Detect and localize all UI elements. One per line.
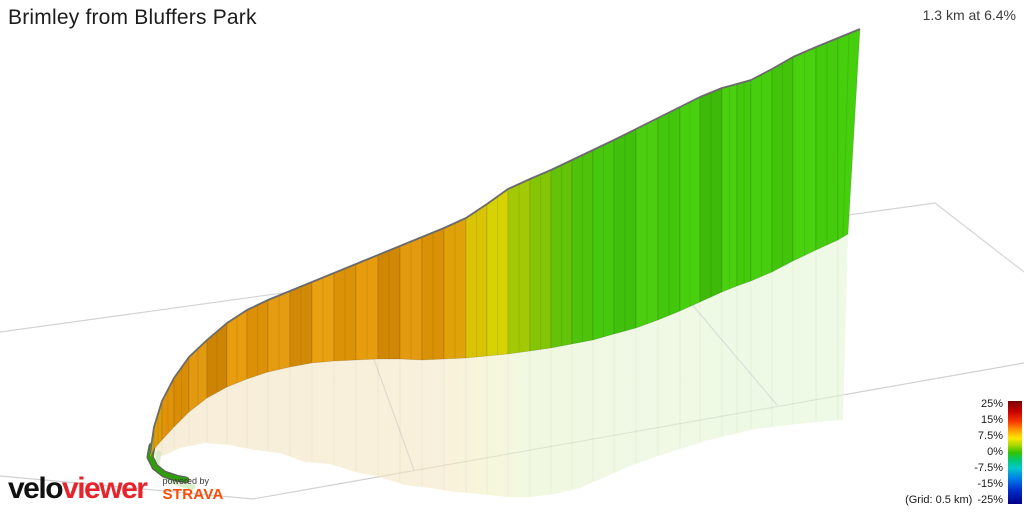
curtain-surface [150, 234, 848, 497]
gradient-segment [837, 28, 861, 241]
legend-label-value: 0% [987, 446, 1003, 458]
legend-labels: 25% 15% 7.5% 0% -7.5% -15% (Grid: 0.5 km) -25% [905, 396, 1008, 508]
strava-logo[interactable]: powered by STRAVA [162, 477, 223, 504]
gradient-legend: 25% 15% 7.5% 0% -7.5% -15% (Grid: 0.5 km) -25% [905, 396, 1022, 508]
legend-label-value: -15% [977, 478, 1003, 490]
page-title: Brimley from Bluffers Park [8, 6, 257, 29]
legend-label: (Grid: 0.5 km) -25% [905, 492, 1003, 508]
powered-by-label: powered by [162, 476, 209, 486]
colorbar [1008, 401, 1022, 504]
legend-label: 0% [905, 444, 1003, 460]
route-summary: 1.3 km at 6.4% [922, 7, 1016, 23]
legend-label-value: 7.5% [977, 430, 1003, 442]
grid-interval-note: (Grid: 0.5 km) [905, 494, 973, 506]
legend-label: 15% [905, 412, 1003, 428]
segment-stripe [842, 33, 850, 238]
profile-outline [149, 28, 861, 455]
legend-label-value: 25% [980, 398, 1003, 410]
legend-label-value: 15% [980, 414, 1003, 426]
legend-label: 25% [905, 396, 1003, 412]
veloviewer-logo[interactable]: veloviewer [8, 472, 148, 505]
brand-velo: velo [8, 472, 64, 505]
legend-label-value: -7.5% [974, 462, 1003, 474]
legend-label-value: -25% [977, 494, 1003, 506]
legend-label: 7.5% [905, 428, 1003, 444]
footer-logo: veloviewer powered by STRAVA [8, 474, 224, 504]
brand-viewer: viewer [62, 472, 148, 505]
legend-label: -7.5% [905, 460, 1003, 476]
floor-grid-line [0, 475, 254, 500]
strava-wordmark: STRAVA [162, 486, 224, 503]
legend-label: -15% [905, 476, 1003, 492]
floor-grid-line [934, 202, 1024, 273]
